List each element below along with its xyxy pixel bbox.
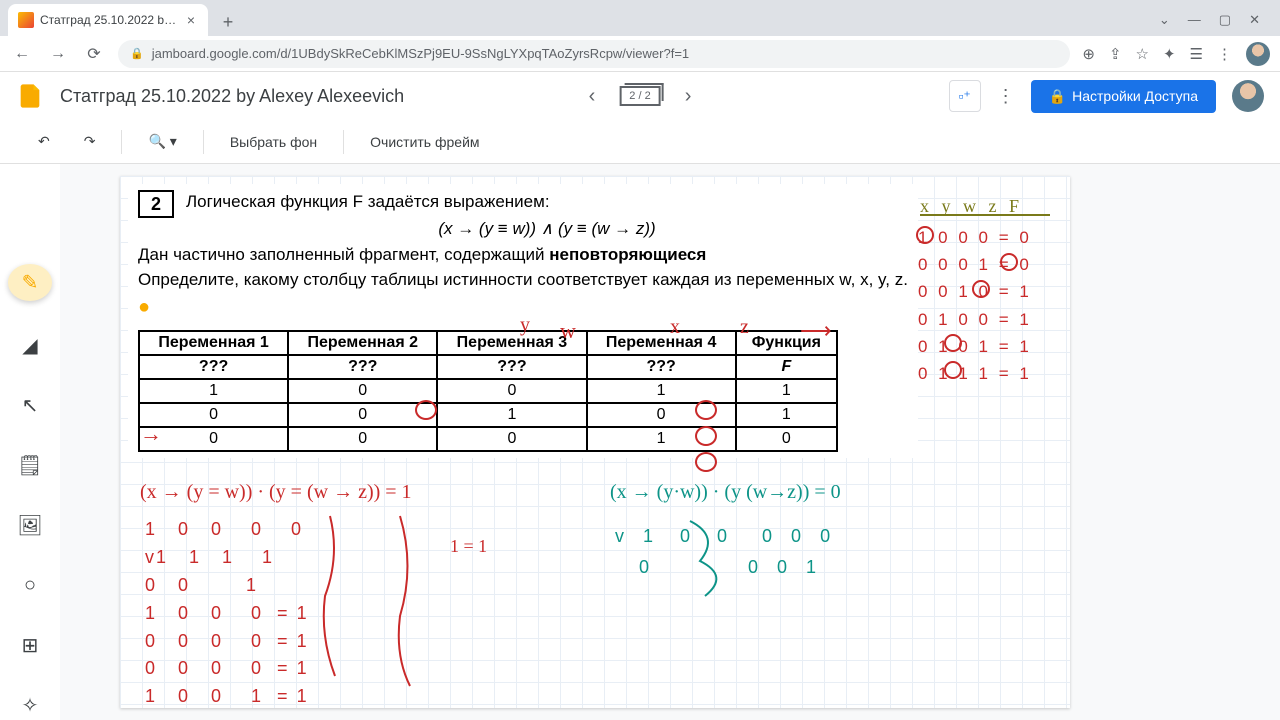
formula: (x → (y ≡ w)) ∧ (y ≡ (w → z)) xyxy=(138,217,908,242)
search-icon[interactable]: ⊕ xyxy=(1082,45,1095,63)
hw-circle xyxy=(1000,253,1018,271)
table-row: 10011 xyxy=(139,379,837,403)
clear-frame-button[interactable]: Очистить фрейм xyxy=(362,130,487,154)
menu-icon[interactable]: ⋮ xyxy=(1217,45,1232,63)
hw-circle xyxy=(944,361,962,379)
pen-tool[interactable]: ✎ xyxy=(8,264,52,301)
maximize-icon[interactable]: ▢ xyxy=(1219,12,1231,28)
hw-teal-expression: (x → (y·w)) · (y (w→z)) = 0 xyxy=(610,481,841,504)
eraser-tool[interactable]: ◢ xyxy=(12,331,48,361)
reload-button[interactable]: ⟳ xyxy=(82,42,106,66)
close-icon[interactable]: × xyxy=(184,13,198,27)
canvas-container: 2 Логическая функция F задаётся выражени… xyxy=(60,164,1280,720)
url-input[interactable]: 🔒 jamboard.google.com/d/1UBdySkReCebKlMS… xyxy=(118,40,1070,68)
jamboard-favicon xyxy=(18,12,34,28)
text-box-tool[interactable]: ⊞ xyxy=(12,630,48,660)
redo-button[interactable]: ↷ xyxy=(76,129,104,154)
tool-sidebar: ✎ ◢ ↖ 🗒 🖼 ○ ⊞ ✧ xyxy=(0,164,60,720)
problem-number: 2 xyxy=(138,190,174,218)
browser-tab[interactable]: Статград 25.10.2022 by Alexey Al × xyxy=(8,4,208,36)
cursor-dot: ● xyxy=(138,296,150,318)
forward-button[interactable]: → xyxy=(46,42,70,66)
frame-indicator[interactable]: 2 / 2 xyxy=(619,86,660,106)
new-tab-button[interactable]: + xyxy=(214,8,242,36)
hw-right-rows: 1 0 0 0 = 0 0 0 0 1 = 0 0 0 1 0 = 1 0 1 … xyxy=(918,224,1032,387)
tab-title: Статград 25.10.2022 by Alexey Al xyxy=(40,13,178,27)
extensions-icon[interactable]: ✦ xyxy=(1163,45,1176,63)
more-options-button[interactable]: ⋮ xyxy=(997,86,1015,107)
hw-teal-work: v 1 0 0 0 0 0 0 0 0 1 xyxy=(615,521,833,582)
problem-text: Логическая функция F задаётся выражением… xyxy=(138,190,908,322)
hw-red-eq: 1 = 1 xyxy=(450,536,487,557)
hw-right-header: x y w z F xyxy=(920,196,1023,217)
hw-scribble xyxy=(140,506,540,706)
hw-underline xyxy=(920,214,1050,216)
add-frame-button[interactable]: ▫⁺ xyxy=(949,80,981,112)
table-row: Переменная 1Переменная 2 Переменная 3Пер… xyxy=(139,331,837,355)
lock-icon: 🔒 xyxy=(130,47,144,60)
frame-navigator: ‹ 2 / 2 › xyxy=(585,81,696,112)
hw-red-expression: (x → (y = w)) · (y = (w → z)) = 1 xyxy=(140,481,412,504)
hw-circle xyxy=(972,280,990,298)
zoom-button[interactable]: 🔍 ▾ xyxy=(140,129,184,154)
profile-avatar[interactable] xyxy=(1246,42,1270,66)
reading-list-icon[interactable]: ☰ xyxy=(1190,45,1203,63)
main-area: ✎ ◢ ↖ 🗒 🖼 ○ ⊞ ✧ 2 Логическая функция F з… xyxy=(0,164,1280,720)
address-bar: ← → ⟳ 🔒 jamboard.google.com/d/1UBdySkReC… xyxy=(0,36,1280,72)
table-row: 00010 xyxy=(139,427,837,451)
jamboard-toolbar: ↶ ↷ 🔍 ▾ Выбрать фон Очистить фрейм xyxy=(0,120,1280,164)
next-frame-button[interactable]: › xyxy=(681,81,696,112)
window-controls: ⌄ — ▢ ✕ xyxy=(1147,12,1272,36)
table-row: ?????? ?????? F xyxy=(139,355,837,379)
jamboard-header: Статград 25.10.2022 by Alexey Alexeevich… xyxy=(0,72,1280,120)
undo-button[interactable]: ↶ xyxy=(30,129,58,154)
back-button[interactable]: ← xyxy=(10,42,34,66)
lock-icon: 🔒 xyxy=(1049,88,1066,105)
sticky-note-tool[interactable]: 🗒 xyxy=(12,450,48,480)
circle-tool[interactable]: ○ xyxy=(12,570,48,600)
table-row: 00101 xyxy=(139,403,837,427)
laser-tool[interactable]: ✧ xyxy=(12,690,48,720)
prev-frame-button[interactable]: ‹ xyxy=(585,81,600,112)
select-tool[interactable]: ↖ xyxy=(12,390,48,420)
problem-block: 2 Логическая функция F задаётся выражени… xyxy=(128,184,918,458)
hw-teal-scribble xyxy=(680,506,880,606)
chevron-down-icon[interactable]: ⌄ xyxy=(1159,12,1170,28)
truth-table: Переменная 1Переменная 2 Переменная 3Пер… xyxy=(138,330,838,452)
canvas[interactable]: 2 Логическая функция F задаётся выражени… xyxy=(120,176,1070,708)
hw-red-work: 1 0 0 0 0 v1 1 1 1 0 0 1 1 0 0 0 = 1 0 0… xyxy=(145,516,309,711)
hw-circle xyxy=(944,334,962,352)
share-url-icon[interactable]: ⇪ xyxy=(1109,45,1122,63)
document-title[interactable]: Статград 25.10.2022 by Alexey Alexeevich xyxy=(60,86,404,107)
image-tool[interactable]: 🖼 xyxy=(12,510,48,540)
star-icon[interactable]: ☆ xyxy=(1136,45,1149,63)
browser-tab-strip: Статград 25.10.2022 by Alexey Al × + ⌄ —… xyxy=(0,0,1280,36)
minimize-icon[interactable]: — xyxy=(1188,12,1201,28)
jamboard-logo-icon xyxy=(16,82,44,110)
close-window-icon[interactable]: ✕ xyxy=(1249,12,1260,28)
hw-circle xyxy=(916,226,934,244)
user-avatar[interactable] xyxy=(1232,80,1264,112)
background-button[interactable]: Выбрать фон xyxy=(222,130,325,154)
url-text: jamboard.google.com/d/1UBdySkReCebKlMSzP… xyxy=(152,46,689,61)
share-button[interactable]: 🔒 Настройки Доступа xyxy=(1031,80,1216,113)
